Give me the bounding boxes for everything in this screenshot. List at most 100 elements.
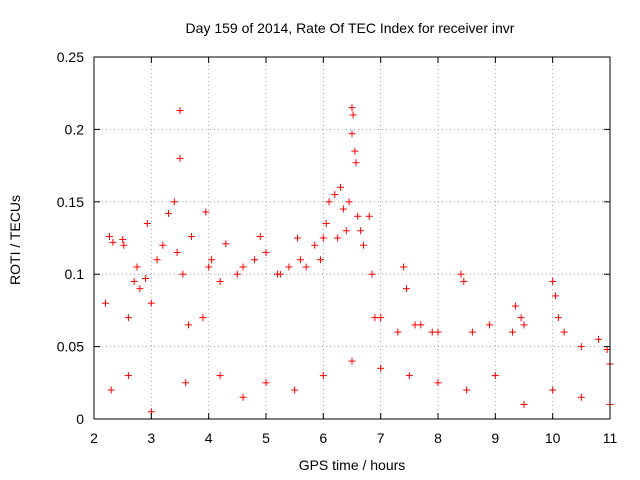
data-point: [486, 321, 494, 329]
data-point: [331, 191, 339, 199]
x-tick-label: 6: [319, 430, 327, 446]
data-point: [153, 256, 161, 264]
data-point: [554, 314, 562, 322]
data-point: [345, 198, 353, 206]
data-point: [377, 314, 385, 322]
data-point: [182, 379, 190, 387]
data-point: [552, 292, 560, 300]
data-point: [491, 372, 499, 380]
y-tick-label: 0.1: [65, 266, 85, 282]
data-point: [285, 263, 293, 271]
data-point: [176, 154, 184, 162]
data-point: [142, 275, 150, 283]
data-point: [348, 104, 356, 112]
data-point: [511, 302, 519, 310]
y-tick-label: 0.2: [65, 121, 85, 137]
data-point: [603, 345, 611, 353]
x-tick-label: 10: [545, 430, 561, 446]
data-point: [316, 256, 324, 264]
data-point: [520, 401, 528, 409]
data-point: [222, 240, 230, 248]
data-point: [577, 393, 585, 401]
data-point: [208, 256, 216, 264]
data-point: [520, 321, 528, 329]
data-point: [133, 263, 141, 271]
plot-frame: [93, 56, 611, 420]
data-point: [233, 270, 241, 278]
data-point: [463, 386, 471, 394]
y-tick-label: 0.05: [57, 339, 84, 355]
data-point: [339, 205, 347, 213]
data-point: [319, 372, 327, 380]
data-point: [165, 209, 173, 217]
data-point: [577, 343, 585, 351]
data-point: [170, 198, 178, 206]
data-point: [176, 107, 184, 115]
y-tick-label: 0: [76, 411, 84, 427]
data-point: [457, 270, 465, 278]
data-point: [262, 379, 270, 387]
data-point: [509, 328, 517, 336]
data-point: [549, 277, 557, 285]
data-point: [199, 314, 207, 322]
x-tick-label: 3: [147, 430, 155, 446]
data-point: [291, 386, 299, 394]
data-point: [549, 386, 557, 394]
data-point: [179, 270, 187, 278]
data-point: [256, 233, 264, 241]
data-point: [185, 321, 193, 329]
x-tick-label: 9: [491, 430, 499, 446]
y-axis-label: ROTI / TECUs: [7, 195, 23, 285]
data-point: [468, 328, 476, 336]
axis-ticks: 2 3 4 5 6 7 8 9 10 11 0 0.05 0.1 0.15 0.2 0.25: [57, 49, 618, 446]
data-point: [337, 183, 345, 191]
data-point: [101, 299, 109, 307]
x-tick-label: 8: [434, 430, 442, 446]
x-tick-label: 2: [90, 430, 98, 446]
data-point: [365, 212, 373, 220]
data-point: [368, 270, 376, 278]
data-point: [173, 248, 181, 256]
data-point: [377, 364, 385, 372]
data-point: [302, 263, 310, 271]
data-point: [109, 238, 117, 246]
data-point: [107, 386, 115, 394]
data-point: [342, 227, 350, 235]
data-point: [202, 208, 210, 216]
data-point: [159, 241, 167, 249]
data-point: [205, 263, 213, 271]
data-point: [322, 220, 330, 228]
data-point: [311, 241, 319, 249]
data-point: [143, 220, 151, 228]
data-point: [357, 227, 365, 235]
data-point: [434, 379, 442, 387]
data-point: [359, 241, 367, 249]
x-tick-label: 4: [205, 430, 213, 446]
data-point: [294, 234, 302, 242]
data-point: [239, 263, 247, 271]
data-point: [348, 357, 356, 365]
data-point: [352, 159, 360, 167]
data-point: [434, 328, 442, 336]
data-point: [394, 328, 402, 336]
data-point: [319, 234, 327, 242]
data-point: [119, 235, 127, 243]
data-point: [262, 248, 270, 256]
y-tick-label: 0.25: [57, 49, 84, 65]
y-tick-label: 0.15: [57, 194, 84, 210]
x-tick-label: 11: [603, 430, 618, 446]
data-point: [187, 233, 195, 241]
chart-title: Day 159 of 2014, Rate Of TEC Index for r…: [186, 20, 515, 36]
data-point: [239, 393, 247, 401]
x-tick-label: 5: [262, 430, 270, 446]
data-point: [147, 299, 155, 307]
data-point: [124, 372, 132, 380]
data-point: [460, 277, 468, 285]
data-point: [216, 277, 224, 285]
data-point: [354, 212, 362, 220]
data-point: [595, 335, 603, 343]
data-point: [105, 233, 113, 241]
data-point: [560, 328, 568, 336]
